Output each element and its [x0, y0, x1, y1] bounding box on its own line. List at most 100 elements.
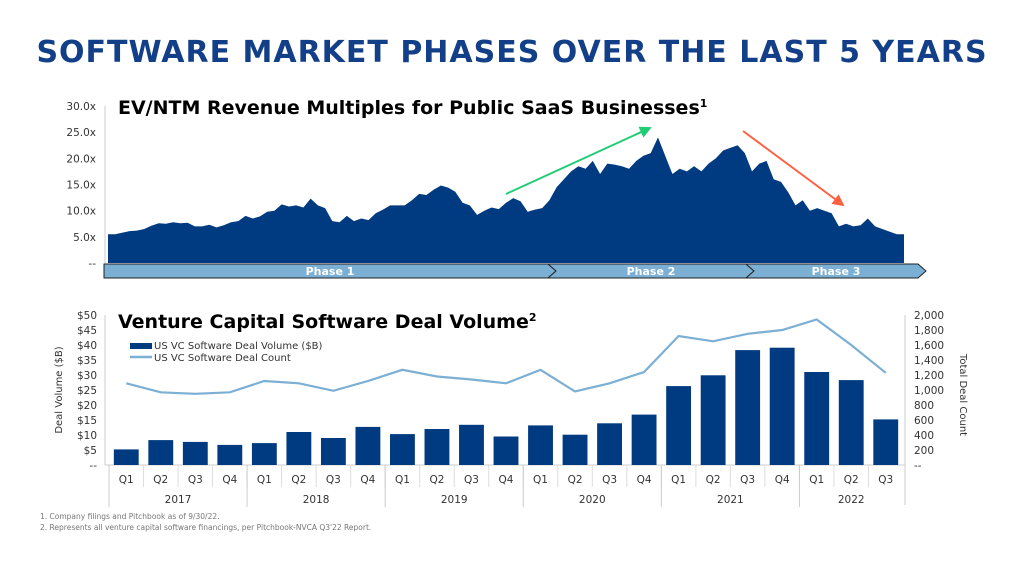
y2-axis-label: Total Deal Count	[957, 353, 968, 436]
volume-bar	[355, 426, 381, 465]
phase-1-label: Phase 1	[306, 265, 355, 278]
deal-volume-chart: Venture Capital Software Deal Volume2 US…	[54, 310, 968, 507]
volume-bar	[597, 423, 622, 465]
volume-bar	[217, 444, 243, 465]
x-tick-label: Q2	[844, 474, 859, 486]
volume-bar	[251, 443, 277, 465]
volume-bar	[562, 434, 588, 465]
x-tick-label: Q1	[395, 474, 410, 486]
y2-tick-label: --	[914, 460, 922, 472]
x-tick-label: Q3	[326, 474, 341, 486]
y-tick-label: $20	[77, 400, 97, 412]
y-axis-label: Deal Volume ($B)	[54, 346, 65, 433]
y-tick-label: $25	[77, 385, 97, 397]
x-tick-label: Q3	[602, 474, 617, 486]
y-tick-label: $5	[84, 445, 97, 457]
year-label: 2018	[303, 494, 330, 506]
volume-bar	[493, 436, 519, 465]
y2-tick-label: 1,800	[914, 325, 944, 337]
slide-title: SOFTWARE MARKET PHASES OVER THE LAST 5 Y…	[36, 35, 987, 70]
y2-tick-label: 1,400	[914, 355, 944, 367]
y2-tick-label: 1,600	[914, 340, 944, 352]
volume-bar	[735, 350, 761, 465]
volume-bar	[459, 424, 484, 465]
y2-tick-label: 1,000	[914, 385, 944, 397]
x-tick-label: Q4	[222, 474, 237, 486]
volume-bar	[769, 347, 795, 465]
volume-bar	[320, 438, 346, 465]
legend-swatch-volume	[130, 343, 152, 349]
volume-bar	[528, 425, 553, 465]
multiples-chart: EV/NTM Revenue Multiples for Public SaaS…	[66, 97, 927, 279]
y-tick-label: 5.0x	[73, 232, 96, 244]
y2-tick-label: 400	[914, 430, 934, 442]
y-tick-label: --	[89, 460, 97, 472]
volume-bar	[286, 432, 312, 465]
y-tick-label: 15.0x	[66, 180, 96, 192]
deal-count-line	[126, 318, 887, 395]
volume-bar	[873, 419, 899, 465]
x-tick-label: Q4	[360, 474, 375, 486]
footnote-2: 2. Represents all venture capital softwa…	[40, 523, 371, 532]
y2-tick-label: 1,200	[914, 370, 944, 382]
year-label: 2021	[717, 494, 744, 506]
y2-tick-label: 600	[914, 415, 934, 427]
volume-bar	[631, 414, 657, 465]
x-tick-label: Q2	[568, 474, 583, 486]
year-label: 2020	[579, 494, 606, 506]
footnote-1: 1. Company filings and Pitchbook as of 9…	[40, 512, 220, 521]
volume-bar	[182, 441, 208, 465]
phase-3-label: Phase 3	[812, 265, 861, 278]
y-tick-label: $35	[77, 355, 97, 367]
legend: US VC Software Deal Volume ($B) US VC So…	[130, 341, 323, 364]
y-tick-label: $10	[77, 430, 97, 442]
volume-bar	[148, 440, 174, 465]
x-tick-label: Q3	[878, 474, 893, 486]
legend-label-volume: US VC Software Deal Volume ($B)	[154, 341, 323, 352]
x-tick-label: Q4	[775, 474, 790, 486]
y-tick-label: $40	[77, 340, 97, 352]
y-tick-label: $15	[77, 415, 97, 427]
year-label: 2022	[838, 494, 865, 506]
green-up-arrow	[505, 126, 652, 195]
x-tick-label: Q1	[533, 474, 548, 486]
x-tick-label: Q3	[464, 474, 479, 486]
year-label: 2019	[441, 494, 468, 506]
phase-2-label: Phase 2	[627, 265, 676, 278]
volume-bar	[666, 386, 692, 465]
x-tick-label: Q3	[740, 474, 755, 486]
y-tick-label: 30.0x	[66, 101, 96, 113]
year-label: 2017	[165, 494, 192, 506]
volume-bar	[113, 449, 139, 465]
red-down-arrow	[742, 130, 845, 207]
legend-label-count: US VC Software Deal Count	[154, 353, 291, 364]
volume-bar	[390, 434, 415, 465]
y2-tick-label: 800	[914, 400, 934, 412]
x-tick-label: Q1	[809, 474, 824, 486]
x-tick-label: Q1	[671, 474, 686, 486]
y2-tick-label: 2,000	[914, 310, 944, 322]
phase-3-arrow	[744, 263, 927, 279]
y-tick-label: 20.0x	[66, 153, 96, 165]
deal-volume-chart-title: Venture Capital Software Deal Volume2	[118, 311, 537, 333]
volume-bar	[838, 380, 864, 465]
x-tick-label: Q2	[153, 474, 168, 486]
x-tick-label: Q4	[499, 474, 514, 486]
x-tick-label: Q1	[257, 474, 272, 486]
y-tick-label: --	[88, 258, 96, 270]
x-tick-label: Q2	[429, 474, 444, 486]
y-tick-label: 10.0x	[66, 206, 96, 218]
y2-tick-label: 200	[914, 445, 934, 457]
y-tick-label: $30	[77, 370, 97, 382]
multiples-chart-title: EV/NTM Revenue Multiples for Public SaaS…	[118, 97, 707, 119]
volume-bar	[804, 372, 830, 465]
y-tick-label: $50	[77, 310, 97, 322]
x-tick-label: Q4	[637, 474, 652, 486]
x-tick-label: Q2	[291, 474, 306, 486]
y-tick-label: $45	[77, 325, 97, 337]
multiples-area	[108, 137, 904, 263]
x-tick-label: Q2	[706, 474, 721, 486]
volume-bar	[700, 375, 726, 465]
x-tick-label: Q3	[188, 474, 203, 486]
